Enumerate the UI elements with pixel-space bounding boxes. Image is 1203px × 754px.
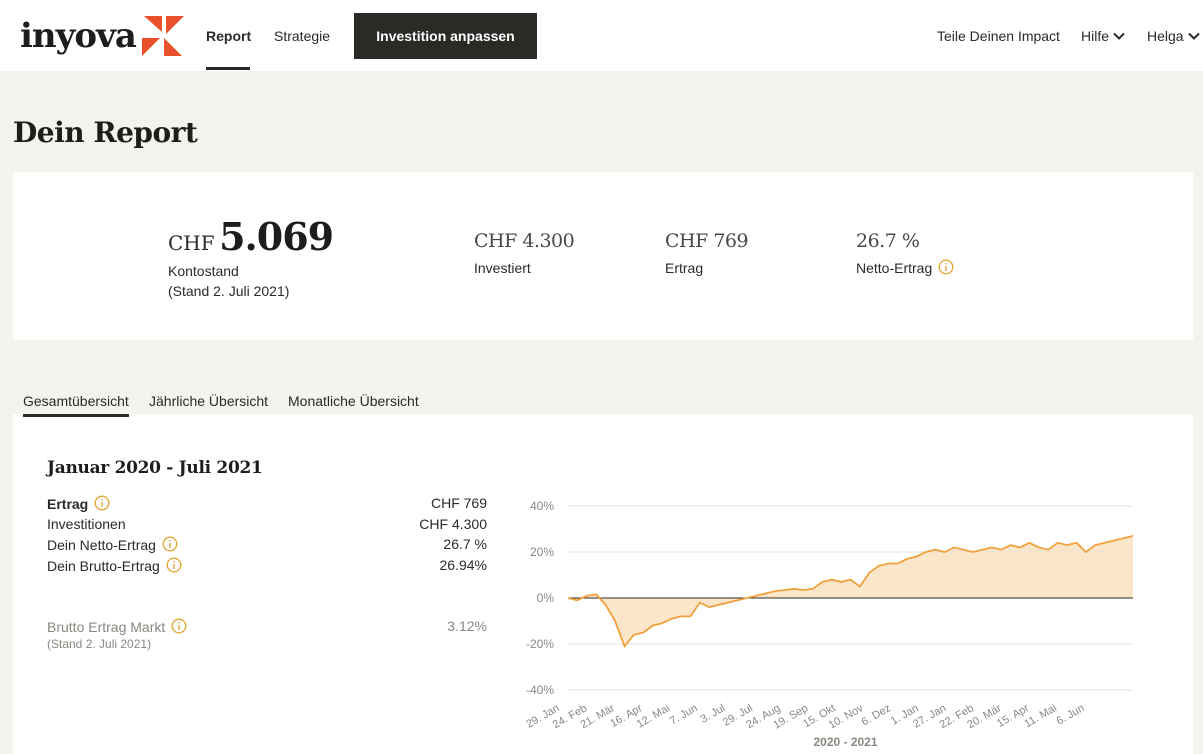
row-brutto-value: 26.94% [439,557,487,573]
y-tick-label: -40% [526,683,554,697]
y-tick-label: -20% [526,637,554,651]
row-netto-value: 26.7 % [443,536,487,552]
balance-currency: CHF [168,231,215,255]
tab-monthly[interactable]: Monatliche Übersicht [288,393,419,409]
balance-label: Kontostand [168,263,239,279]
row-netto-label: Dein Netto-Ertrag [47,536,156,553]
nav-strategie[interactable]: Strategie [274,28,331,44]
top-navigation-bar: inyova Report Strategie Investition anpa… [0,0,1203,71]
logo-mark-icon [141,16,184,56]
user-menu-dropdown[interactable]: Helga [1147,28,1200,44]
y-tick-label: 40% [530,499,554,513]
market-date: (Stand 2. Juli 2021) [47,637,152,651]
info-icon[interactable] [162,535,178,552]
logo-text: inyova [20,16,137,56]
page-title: Dein Report [13,116,198,149]
invested-value: CHF 4.300 [474,230,575,252]
row-ertrag-label: Ertrag [47,495,89,512]
net-return-label: Netto-Ertrag [856,260,933,276]
balance-date: (Stand 2. Juli 2021) [168,283,290,299]
row-investitionen: Investitionen CHF 4.300 [47,514,487,534]
series-area [568,535,1133,647]
row-investitionen-label: Investitionen [47,516,126,532]
nav-help-label: Hilfe [1081,28,1110,44]
row-netto-label-wrap: Dein Netto-Ertrag [47,535,178,553]
report-detail-card: Januar 2020 - Juli 2021 Ertrag CHF 769 I… [13,414,1193,754]
row-ertrag-value: CHF 769 [430,495,487,511]
x-tick-label: 7. Jun [668,702,700,727]
period-title: Januar 2020 - Juli 2021 [47,458,263,478]
return-value: CHF 769 [665,230,749,252]
tab-overview-active-indicator [23,414,129,417]
row-market-return: Brutto Ertrag Markt 3.12% [47,616,487,636]
tab-overview[interactable]: Gesamtübersicht [23,393,129,409]
y-tick-label: 0% [537,591,555,605]
info-icon[interactable] [171,617,187,634]
row-investitionen-value: CHF 4.300 [419,516,487,532]
x-tick-label: 6. Jun [1055,702,1087,727]
user-name: Helga [1147,28,1184,44]
net-return-value: 26.7 % [856,230,920,252]
kpi-invested: CHF 4.300 Investiert [474,230,575,278]
row-brutto-label: Dein Brutto-Ertrag [47,557,160,574]
row-market-label-wrap: Brutto Ertrag Markt [47,617,187,635]
summary-card: CHF 5.069 Kontostand (Stand 2. Juli 2021… [13,172,1193,340]
chevron-down-icon [1113,32,1125,40]
row-market-value: 3.12% [447,618,487,634]
row-brutto-label-wrap: Dein Brutto-Ertrag [47,556,182,574]
row-ertrag-label-wrap: Ertrag [47,494,110,512]
nav-share-impact[interactable]: Teile Deinen Impact [937,28,1060,44]
nav-report-active-indicator [206,67,250,70]
row-ertrag: Ertrag CHF 769 [47,493,487,513]
info-icon[interactable] [166,556,182,573]
inyova-logo[interactable]: inyova [20,14,186,58]
return-label: Ertrag [665,260,704,276]
kpi-net-return: 26.7 % Netto-Ertrag [856,230,954,278]
row-market-label: Brutto Ertrag Markt [47,618,166,635]
row-netto-ertrag: Dein Netto-Ertrag 26.7 % [47,534,487,554]
series-line [567,535,1134,649]
tab-yearly[interactable]: Jährliche Übersicht [149,393,269,409]
info-icon[interactable] [94,494,110,511]
adjust-investment-button[interactable]: Investition anpassen [354,13,537,59]
nav-share-impact-label: Teile Deinen Impact [937,28,1060,44]
x-tick-label: 6. Dez [860,702,894,728]
nav-help-dropdown[interactable]: Hilfe [1081,28,1125,44]
x-tick-label: 11. Mai [1022,702,1059,730]
nav-report[interactable]: Report [206,28,252,44]
row-brutto-ertrag: Dein Brutto-Ertrag 26.94% [47,555,487,575]
balance-value: 5.069 [219,214,334,259]
x-axis-label: 2020 - 2021 [813,735,877,749]
net-return-label-row: Netto-Ertrag [856,258,954,278]
info-icon[interactable] [938,259,954,275]
chevron-down-icon [1187,32,1200,40]
kpi-return: CHF 769 Ertrag [665,230,749,278]
y-tick-label: 20% [530,545,554,559]
invested-label: Investiert [474,260,531,276]
kpi-balance: CHF 5.069 Kontostand (Stand 2. Juli 2021… [168,214,334,301]
